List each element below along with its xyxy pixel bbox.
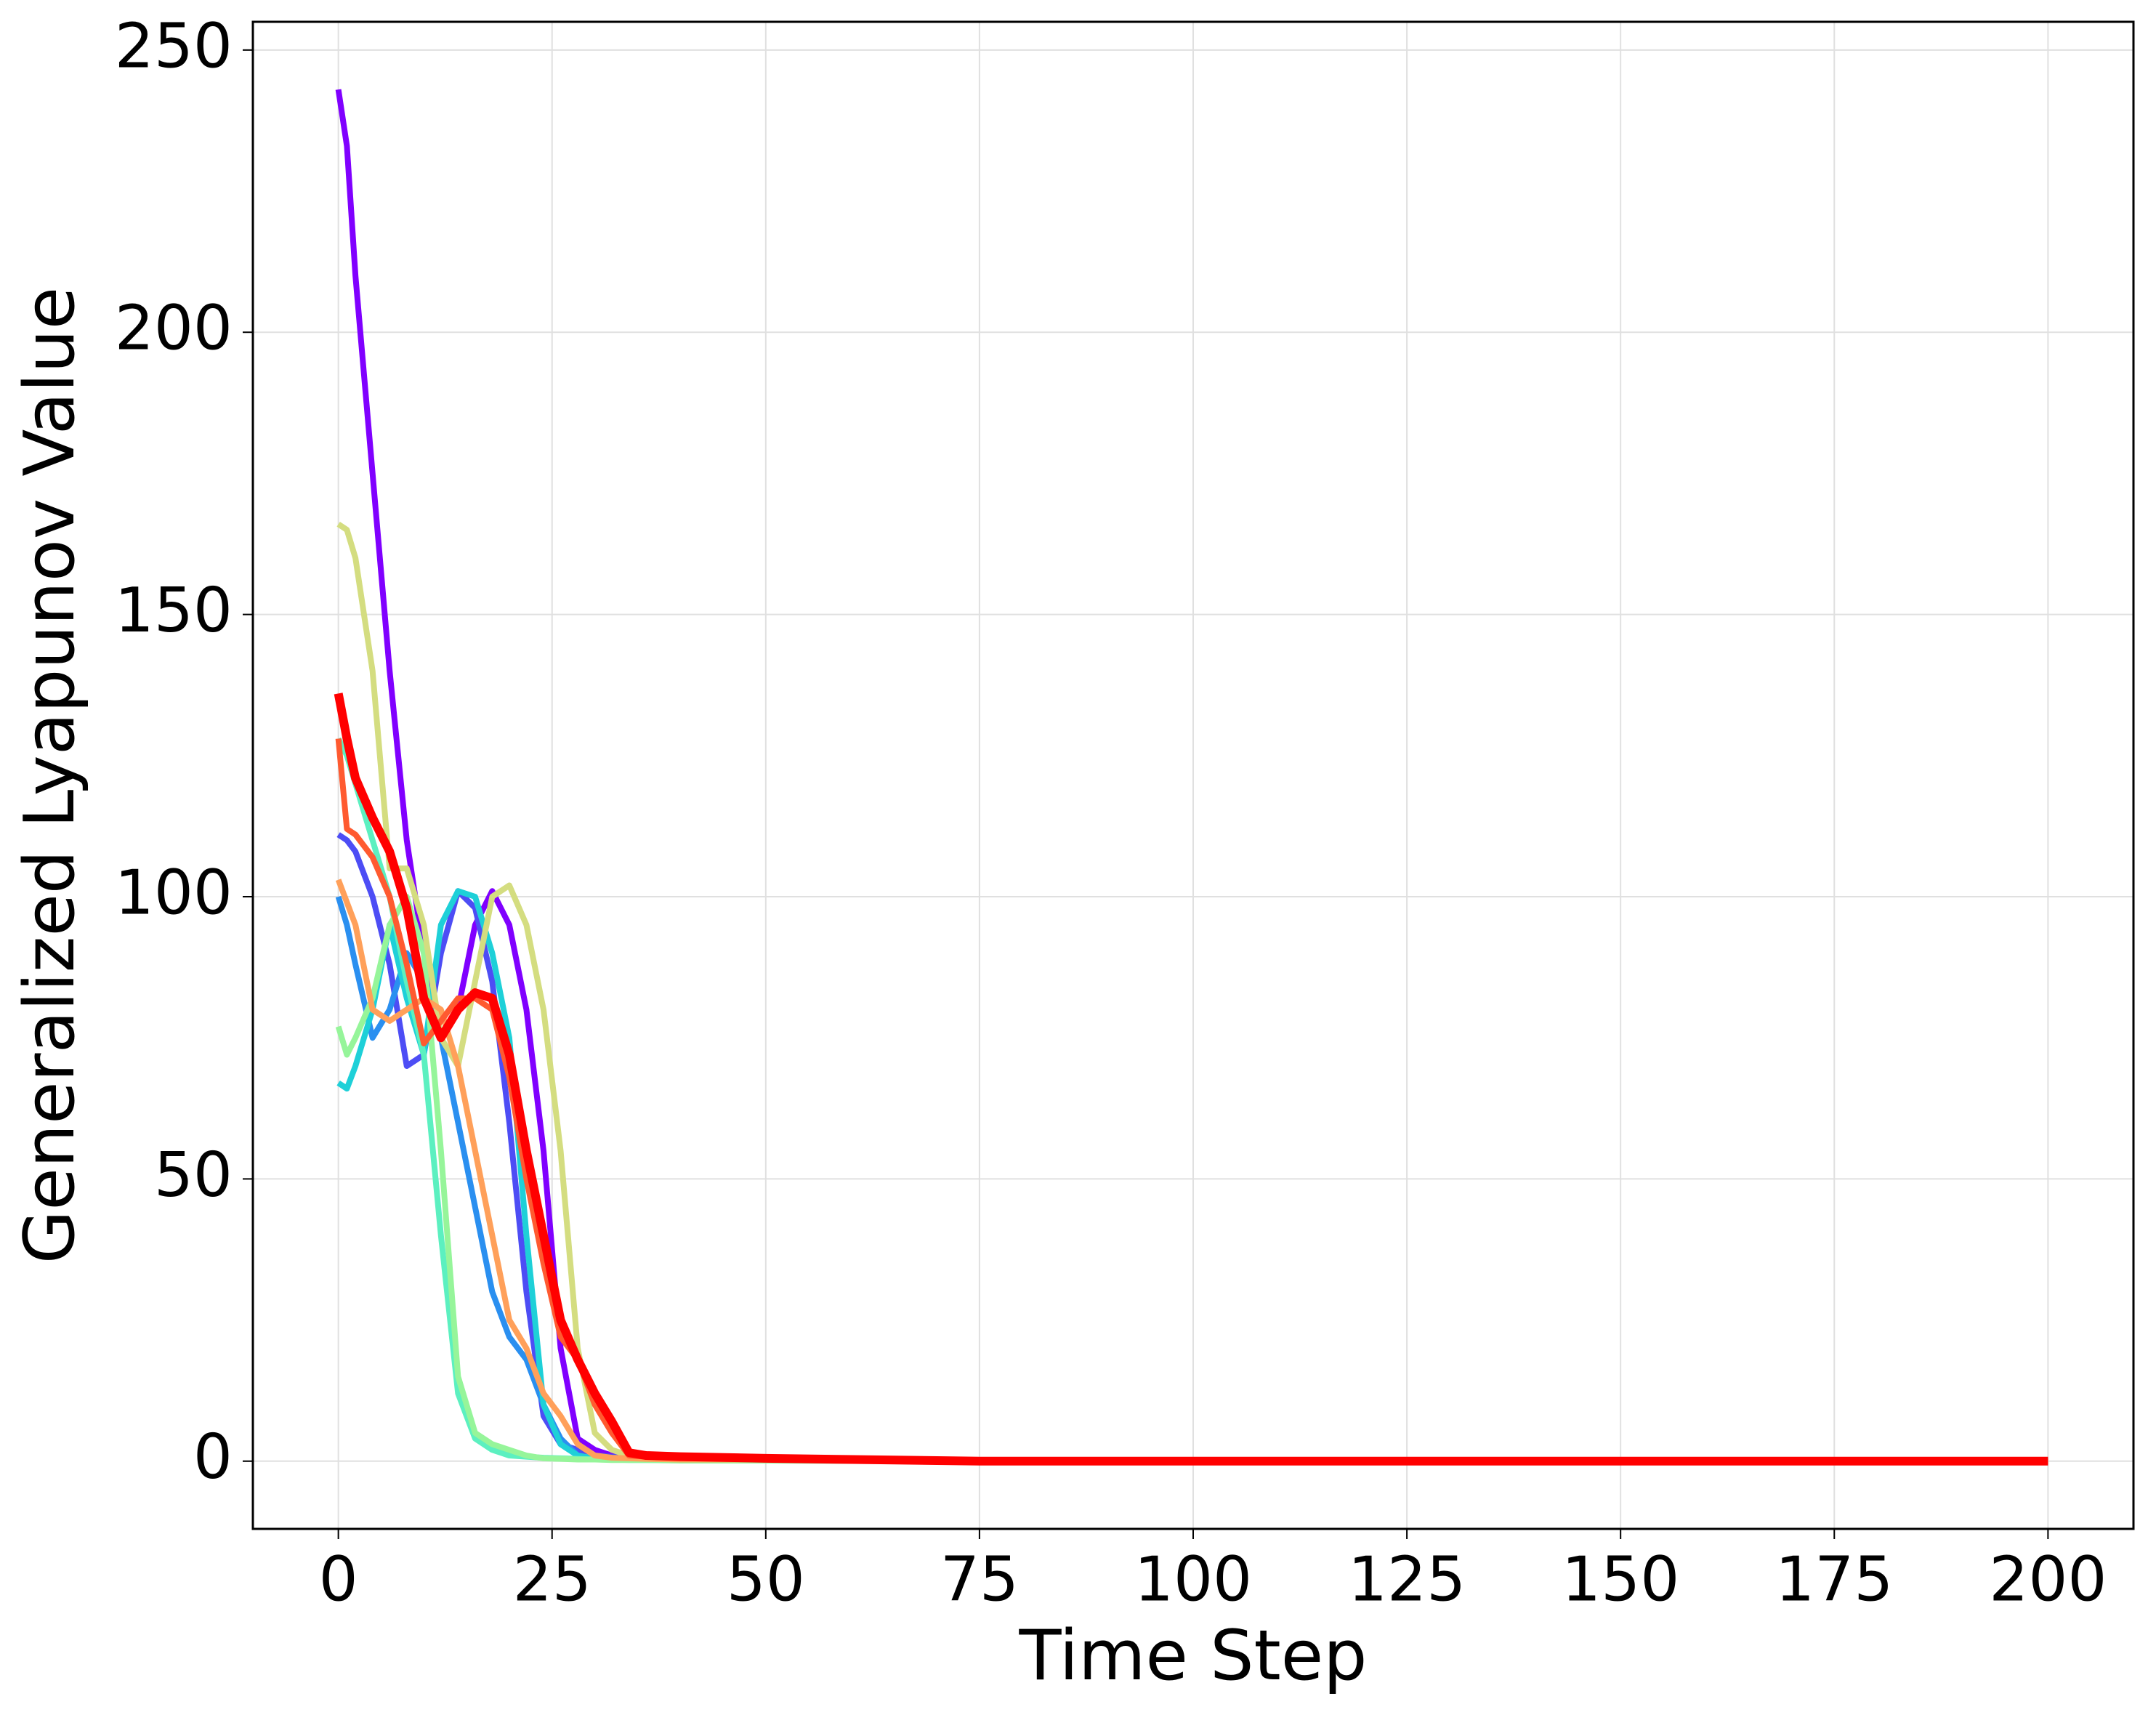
plot-frame [251,20,2135,1530]
y-axis-label: Generalized Lyapunov Value [10,287,90,1264]
y-tick-label: 150 [115,575,233,647]
x-tick-label: 100 [1134,1543,1252,1615]
y-tick-label: 50 [154,1139,233,1211]
y-tick-label: 200 [115,293,233,365]
x-tick-label: 200 [1989,1543,2107,1615]
series-line [334,693,2048,1466]
x-tick-label: 75 [940,1543,1019,1615]
x-axis-label: Time Step [1019,1616,1368,1696]
x-tick-label: 175 [1775,1543,1893,1615]
x-tick-label: 25 [513,1543,592,1615]
y-tick-label: 250 [115,10,233,82]
x-tick-label: 50 [727,1543,805,1615]
x-tick-label: 125 [1348,1543,1466,1615]
x-tick-label: 150 [1562,1543,1679,1615]
y-tick-label: 0 [193,1421,233,1493]
y-tick-label: 100 [115,857,233,929]
x-tick-label: 0 [319,1543,358,1615]
